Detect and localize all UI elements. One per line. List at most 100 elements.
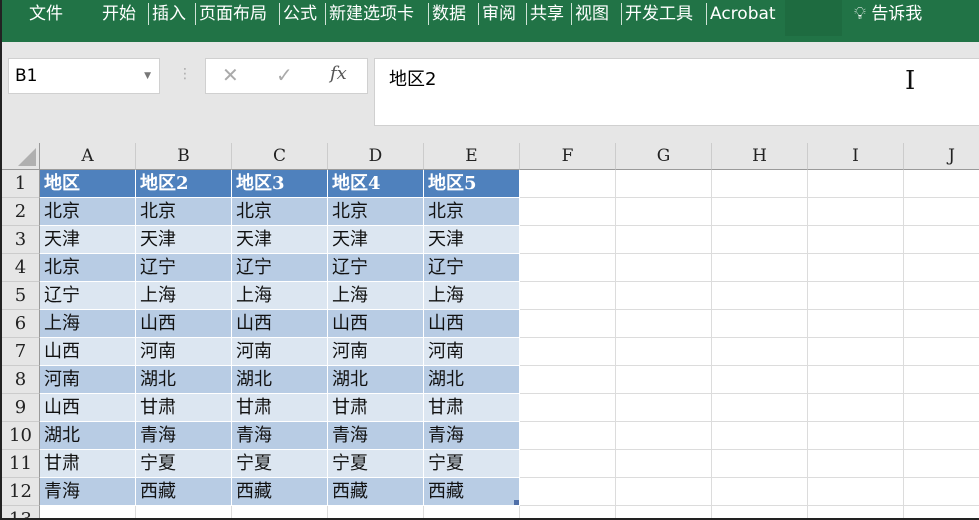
cell-E3[interactable]: 天津 xyxy=(424,226,520,254)
cell-C10[interactable]: 青海 xyxy=(232,422,328,450)
drag-handle-icon[interactable]: ⋮ xyxy=(178,66,192,82)
cell-B11[interactable]: 宁夏 xyxy=(136,450,232,478)
cell-C3[interactable]: 天津 xyxy=(232,226,328,254)
table-resize-handle[interactable] xyxy=(514,500,519,505)
row-header-1[interactable]: 1 xyxy=(2,170,40,198)
cell-G1[interactable] xyxy=(616,170,712,198)
cell-A9[interactable]: 山西 xyxy=(40,394,136,422)
cell-H8[interactable] xyxy=(712,366,808,394)
tab-4[interactable]: 公式 xyxy=(279,3,320,25)
cell-B5[interactable]: 上海 xyxy=(136,282,232,310)
cell-D2[interactable]: 北京 xyxy=(328,198,424,226)
cell-B2[interactable]: 北京 xyxy=(136,198,232,226)
column-header-I[interactable]: I xyxy=(808,143,904,170)
tab-3[interactable]: 页面布局 xyxy=(195,3,270,25)
cell-C2[interactable]: 北京 xyxy=(232,198,328,226)
cell-D7[interactable]: 河南 xyxy=(328,338,424,366)
cell-B6[interactable]: 山西 xyxy=(136,310,232,338)
cell-J13[interactable] xyxy=(904,506,979,518)
cell-C4[interactable]: 辽宁 xyxy=(232,254,328,282)
cell-J12[interactable] xyxy=(904,478,979,506)
cell-J3[interactable] xyxy=(904,226,979,254)
cell-G11[interactable] xyxy=(616,450,712,478)
cell-A1[interactable]: 地区 xyxy=(40,170,136,198)
cell-J7[interactable] xyxy=(904,338,979,366)
row-header-11[interactable]: 11 xyxy=(2,450,40,478)
row-header-2[interactable]: 2 xyxy=(2,198,40,226)
cell-B8[interactable]: 湖北 xyxy=(136,366,232,394)
cell-G8[interactable] xyxy=(616,366,712,394)
cell-C1[interactable]: 地区3 xyxy=(232,170,328,198)
insert-function-icon[interactable]: fx xyxy=(330,63,347,84)
column-header-J[interactable]: J xyxy=(904,143,979,170)
cell-H1[interactable] xyxy=(712,170,808,198)
cell-F11[interactable] xyxy=(520,450,616,478)
cell-G4[interactable] xyxy=(616,254,712,282)
column-header-G[interactable]: G xyxy=(616,143,712,170)
cell-I11[interactable] xyxy=(808,450,904,478)
tab-2[interactable]: 插入 xyxy=(148,3,189,25)
cell-E2[interactable]: 北京 xyxy=(424,198,520,226)
cell-B1[interactable]: 地区2 xyxy=(136,170,232,198)
cell-D6[interactable]: 山西 xyxy=(328,310,424,338)
cell-C11[interactable]: 宁夏 xyxy=(232,450,328,478)
cell-B9[interactable]: 甘肃 xyxy=(136,394,232,422)
cell-I6[interactable] xyxy=(808,310,904,338)
column-header-D[interactable]: D xyxy=(328,143,424,170)
cell-G9[interactable] xyxy=(616,394,712,422)
cell-I5[interactable] xyxy=(808,282,904,310)
cell-G10[interactable] xyxy=(616,422,712,450)
cell-E6[interactable]: 山西 xyxy=(424,310,520,338)
cell-A7[interactable]: 山西 xyxy=(40,338,136,366)
row-header-12[interactable]: 12 xyxy=(2,478,40,506)
cell-E10[interactable]: 青海 xyxy=(424,422,520,450)
row-header-9[interactable]: 9 xyxy=(2,394,40,422)
cell-E4[interactable]: 辽宁 xyxy=(424,254,520,282)
tell-me-button[interactable]: 💡︎ 告诉我 xyxy=(854,4,923,24)
select-all-button[interactable] xyxy=(2,143,40,170)
cell-F4[interactable] xyxy=(520,254,616,282)
row-header-7[interactable]: 7 xyxy=(2,338,40,366)
row-header-13[interactable]: 13 xyxy=(2,506,40,518)
cell-J2[interactable] xyxy=(904,198,979,226)
cell-A6[interactable]: 上海 xyxy=(40,310,136,338)
cell-A11[interactable]: 甘肃 xyxy=(40,450,136,478)
row-header-8[interactable]: 8 xyxy=(2,366,40,394)
cell-H3[interactable] xyxy=(712,226,808,254)
column-header-H[interactable]: H xyxy=(712,143,808,170)
cell-G5[interactable] xyxy=(616,282,712,310)
cell-C12[interactable]: 西藏 xyxy=(232,478,328,506)
cell-F13[interactable] xyxy=(520,506,616,518)
column-header-B[interactable]: B xyxy=(136,143,232,170)
row-header-6[interactable]: 6 xyxy=(2,310,40,338)
cell-A5[interactable]: 辽宁 xyxy=(40,282,136,310)
cell-F2[interactable] xyxy=(520,198,616,226)
cell-E11[interactable]: 宁夏 xyxy=(424,450,520,478)
cell-J9[interactable] xyxy=(904,394,979,422)
cell-F5[interactable] xyxy=(520,282,616,310)
tab-11[interactable]: Acrobat xyxy=(706,3,779,25)
cell-H10[interactable] xyxy=(712,422,808,450)
cell-C13[interactable] xyxy=(232,506,328,518)
cell-H2[interactable] xyxy=(712,198,808,226)
cell-F12[interactable] xyxy=(520,478,616,506)
cell-I7[interactable] xyxy=(808,338,904,366)
cell-J1[interactable] xyxy=(904,170,979,198)
cell-B3[interactable]: 天津 xyxy=(136,226,232,254)
cell-I1[interactable] xyxy=(808,170,904,198)
cell-H9[interactable] xyxy=(712,394,808,422)
cell-J11[interactable] xyxy=(904,450,979,478)
cell-H7[interactable] xyxy=(712,338,808,366)
tab-8[interactable]: 共享 xyxy=(526,3,567,25)
cell-B13[interactable] xyxy=(136,506,232,518)
cell-E7[interactable]: 河南 xyxy=(424,338,520,366)
cell-E12[interactable]: 西藏 xyxy=(424,478,520,506)
cell-C6[interactable]: 山西 xyxy=(232,310,328,338)
cell-E5[interactable]: 上海 xyxy=(424,282,520,310)
tab-6[interactable]: 数据 xyxy=(428,3,469,25)
cell-G2[interactable] xyxy=(616,198,712,226)
cell-C5[interactable]: 上海 xyxy=(232,282,328,310)
cell-G13[interactable] xyxy=(616,506,712,518)
cell-D5[interactable]: 上海 xyxy=(328,282,424,310)
cell-H6[interactable] xyxy=(712,310,808,338)
